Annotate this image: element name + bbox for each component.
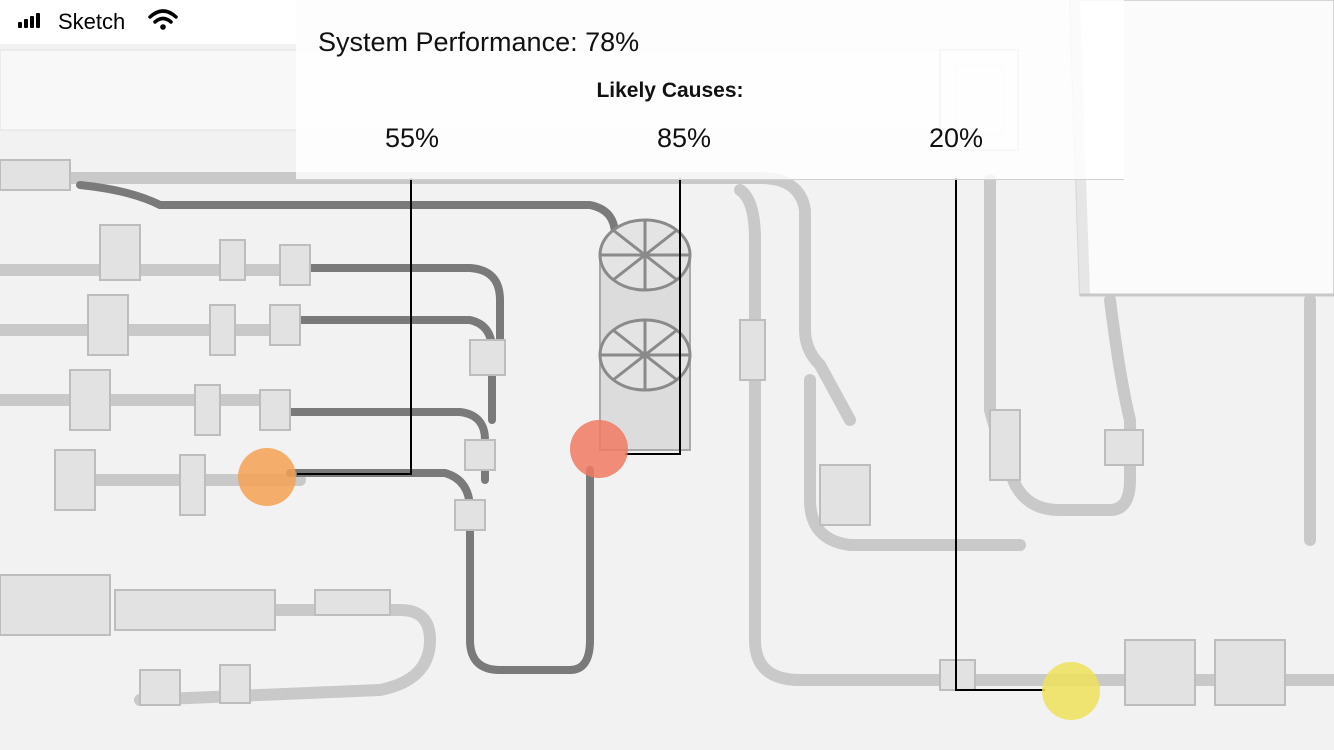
cause-percent-3: 20% xyxy=(928,123,984,153)
wifi-icon xyxy=(148,9,178,30)
page-title: System Performance: 78% xyxy=(318,27,640,57)
cause-percent-1: 55% xyxy=(384,123,440,153)
status-bar: Sketch xyxy=(0,0,296,44)
machines xyxy=(0,159,1286,706)
cause-connectors xyxy=(297,178,1045,691)
cause-marker-3[interactable] xyxy=(1042,662,1100,720)
cause-marker-2[interactable] xyxy=(570,420,628,478)
light-conveyors xyxy=(0,172,1334,706)
cause-percent-2: 85% xyxy=(656,123,712,153)
carrier-label: Sketch xyxy=(58,9,126,34)
silos xyxy=(598,218,692,451)
analysis-header-panel xyxy=(296,0,1124,180)
likely-causes-label: Likely Causes: xyxy=(596,79,744,102)
signal-bars-icon xyxy=(18,12,40,28)
cause-marker-1[interactable] xyxy=(238,448,296,506)
